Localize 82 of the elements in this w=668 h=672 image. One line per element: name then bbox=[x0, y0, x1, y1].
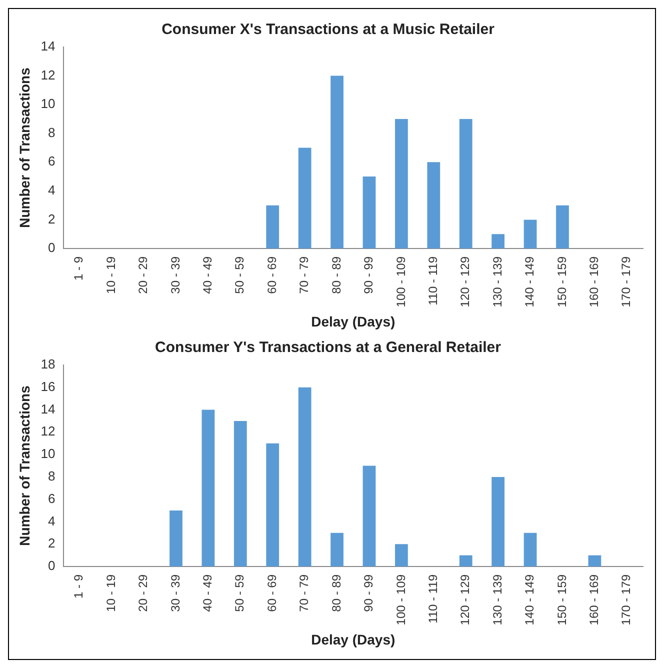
bar bbox=[362, 466, 376, 566]
x-tick-label: 40 - 49 bbox=[200, 574, 215, 612]
bar bbox=[266, 205, 280, 248]
x-tick-label: 40 - 49 bbox=[200, 256, 215, 294]
x-tick-label: 30 - 39 bbox=[168, 256, 182, 294]
bar bbox=[298, 148, 312, 248]
x-tick-label: 30 - 39 bbox=[168, 574, 182, 612]
y-tick-label: 14 bbox=[40, 38, 56, 54]
y-tick-label: 2 bbox=[48, 211, 56, 226]
x-tick-label: 130 - 139 bbox=[490, 574, 504, 626]
bar bbox=[266, 443, 280, 566]
chart-title: Consumer X's Transactions at a Music Retailer bbox=[162, 21, 495, 38]
y-tick-label: 14 bbox=[40, 401, 56, 416]
y-axis-title: Number of Transactions bbox=[16, 67, 32, 228]
bar bbox=[524, 220, 537, 248]
x-tick-label: 100 - 109 bbox=[394, 574, 408, 626]
bar bbox=[234, 420, 247, 566]
x-tick-label: 80 - 89 bbox=[329, 256, 344, 294]
x-tick-label: 50 - 59 bbox=[232, 574, 247, 612]
x-tick-label: 50 - 59 bbox=[232, 256, 247, 294]
x-tick-label: 10 - 19 bbox=[104, 574, 118, 612]
bar bbox=[492, 476, 505, 566]
x-tick-label: 160 - 169 bbox=[587, 256, 601, 308]
x-tick-label: 70 - 79 bbox=[297, 256, 312, 294]
x-tick-label: 140 - 149 bbox=[522, 256, 537, 308]
bar bbox=[459, 118, 472, 248]
bar bbox=[492, 234, 505, 248]
x-tick-label: 20 - 29 bbox=[136, 574, 150, 612]
y-tick-label: 0 bbox=[48, 558, 56, 574]
bar bbox=[330, 532, 344, 566]
y-tick-label: 0 bbox=[48, 240, 56, 256]
bar bbox=[556, 205, 569, 248]
chart-title: Consumer Y's Transactions at a General Retailer bbox=[155, 339, 502, 356]
x-axis-title: Delay (Days) bbox=[311, 631, 396, 648]
bar bbox=[588, 555, 602, 566]
bar bbox=[330, 76, 344, 248]
x-tick-label: 1 - 9 bbox=[72, 574, 86, 599]
y-tick-label: 4 bbox=[48, 182, 56, 198]
bar bbox=[395, 118, 408, 248]
x-tick-label: 150 - 159 bbox=[554, 574, 569, 626]
x-tick-label: 90 - 99 bbox=[362, 574, 376, 612]
y-tick-label: 4 bbox=[48, 513, 56, 528]
y-tick-label: 10 bbox=[40, 446, 56, 462]
y-tick-label: 2 bbox=[48, 536, 56, 551]
y-tick-label: 6 bbox=[48, 154, 56, 169]
y-tick-label: 16 bbox=[40, 378, 56, 394]
x-tick-label: 70 - 79 bbox=[297, 574, 312, 612]
x-tick-label: 130 - 139 bbox=[490, 256, 504, 308]
y-axis-title: Number of Transactions bbox=[16, 385, 32, 546]
y-tick-label: 8 bbox=[48, 124, 56, 140]
bar bbox=[170, 510, 182, 566]
x-tick-label: 120 - 129 bbox=[458, 256, 472, 308]
x-tick-label: 140 - 149 bbox=[522, 574, 537, 626]
bar bbox=[524, 532, 537, 566]
x-tick-label: 60 - 69 bbox=[264, 256, 279, 294]
bar bbox=[395, 544, 408, 566]
x-tick-label: 170 - 179 bbox=[619, 574, 634, 626]
y-tick-label: 12 bbox=[40, 424, 56, 439]
x-axis-title: Delay (Days) bbox=[311, 313, 396, 330]
x-tick-label: 10 - 19 bbox=[104, 256, 118, 294]
x-tick-label: 150 - 159 bbox=[554, 256, 569, 308]
x-tick-label: 160 - 169 bbox=[587, 574, 601, 626]
x-tick-label: 20 - 29 bbox=[136, 256, 150, 294]
x-tick-label: 110 - 119 bbox=[426, 574, 440, 624]
y-tick-label: 8 bbox=[48, 468, 56, 484]
bar bbox=[202, 410, 215, 566]
x-tick-label: 80 - 89 bbox=[329, 574, 344, 612]
x-tick-label: 90 - 99 bbox=[362, 256, 376, 294]
bar bbox=[298, 387, 312, 566]
y-tick-label: 6 bbox=[48, 490, 56, 506]
y-tick-label: 12 bbox=[40, 67, 56, 82]
x-tick-label: 120 - 129 bbox=[458, 574, 472, 626]
x-tick-label: 110 - 119 bbox=[426, 256, 440, 306]
x-tick-label: 170 - 179 bbox=[619, 256, 634, 308]
x-tick-label: 100 - 109 bbox=[394, 256, 408, 308]
y-tick-label: 10 bbox=[40, 96, 56, 112]
bar bbox=[459, 555, 472, 566]
x-tick-label: 60 - 69 bbox=[264, 574, 279, 612]
bar bbox=[427, 162, 440, 248]
y-tick-label: 18 bbox=[40, 356, 56, 372]
x-tick-label: 1 - 9 bbox=[72, 256, 86, 281]
bar bbox=[362, 176, 376, 248]
